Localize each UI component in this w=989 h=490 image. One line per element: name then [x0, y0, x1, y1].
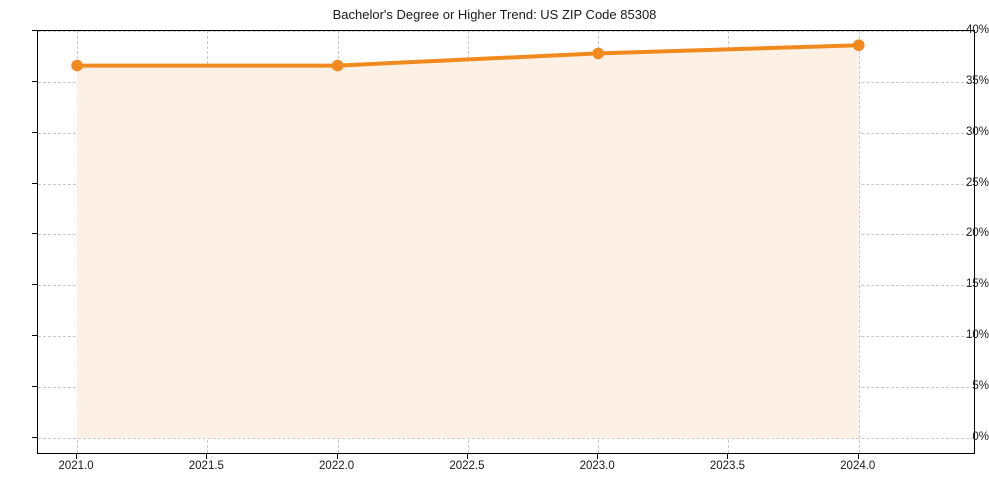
x-axis-tick-mark [466, 454, 468, 459]
y-axis-tick-label: 0% [972, 430, 989, 443]
gridline-horizontal [38, 31, 974, 32]
x-axis-tick-label: 2022.0 [319, 460, 355, 472]
x-axis-tick-label: 2023.0 [579, 460, 615, 472]
x-axis-tick-label: 2022.5 [449, 460, 485, 472]
x-axis-tick-label: 2023.5 [709, 460, 746, 472]
x-axis-tick-mark [727, 454, 729, 459]
data-point-marker[interactable]: 2023: 37.8% [592, 47, 604, 60]
y-axis-tick-mark [32, 436, 37, 438]
series-layer: 2021: 36.6% 2022: 36.6% 2023: 37.8% 2024: 3… [71, 39, 865, 438]
y-axis-tick-mark [32, 30, 37, 31]
gridline-vertical [858, 31, 860, 453]
y-axis-tick-mark [32, 385, 37, 387]
area-fill [77, 45, 859, 438]
y-axis-tick-label: 10% [965, 329, 989, 342]
plot-area: 2021: 36.6% 2022: 36.6% 2023: 37.8% 2024: 3… [37, 30, 975, 454]
y-axis-tick-mark [32, 182, 37, 184]
data-point-marker[interactable]: 2022: 36.6% [331, 59, 344, 72]
x-axis-tick-mark [857, 454, 859, 459]
y-axis-tick-label: 25% [965, 176, 989, 189]
gridline-horizontal [38, 437, 974, 439]
x-axis-tick-mark [206, 454, 208, 459]
x-axis-tick-label: 2021.5 [188, 460, 224, 472]
chart-title: Bachelor's Degree or Higher Trend: US ZI… [332, 7, 657, 22]
x-axis-tick-mark [336, 454, 338, 459]
y-axis-tick-mark [32, 80, 37, 82]
y-axis-tick-label: 20% [965, 227, 989, 240]
y-axis-tick-label: 15% [965, 278, 989, 291]
plot-inner: 2021: 36.6% 2022: 36.6% 2023: 37.8% 2024: 3… [38, 31, 974, 453]
y-axis-tick-mark [32, 233, 37, 235]
y-axis-tick-label: 40% [965, 24, 989, 36]
x-axis-tick-mark [597, 454, 599, 459]
data-point-marker[interactable]: 2024: 38.6% [852, 39, 865, 52]
data-point-marker[interactable]: 2021: 36.6% [71, 59, 83, 72]
x-axis-tick-label: 2024.0 [840, 460, 876, 472]
y-axis-tick-label: 35% [965, 74, 989, 87]
y-axis-tick-mark [32, 335, 37, 337]
y-axis-tick-label: 5% [972, 379, 989, 392]
y-axis-tick-mark [32, 284, 37, 286]
y-axis-tick-label: 30% [965, 125, 989, 138]
series-line [75, 43, 861, 68]
x-axis-tick-label: 2021.0 [58, 460, 94, 472]
x-axis-tick-mark [76, 454, 78, 459]
y-axis-tick-mark [32, 131, 37, 133]
